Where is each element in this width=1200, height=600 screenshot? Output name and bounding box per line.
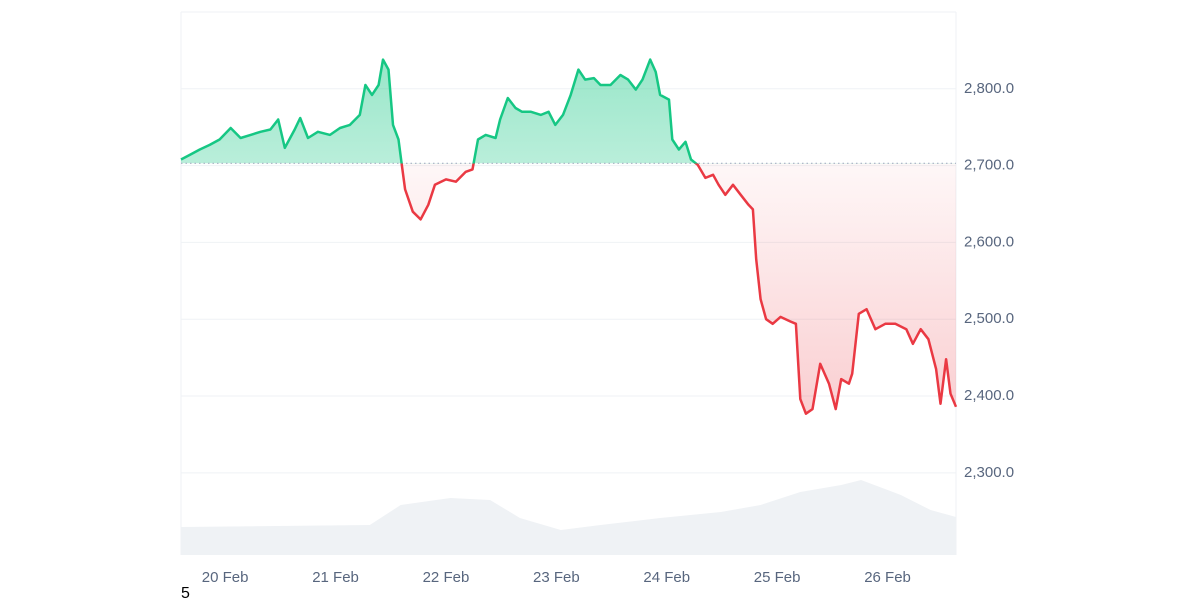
x-tick-label: 20 Feb	[202, 569, 249, 586]
x-tick-label: 25 Feb	[754, 569, 801, 586]
footer-text: 5	[181, 585, 190, 600]
volume-area	[181, 480, 956, 555]
y-tick-label: 2,500.0	[964, 310, 1014, 327]
y-tick-label: 2,600.0	[964, 233, 1014, 250]
x-tick-label: 21 Feb	[312, 569, 359, 586]
y-tick-label: 2,300.0	[964, 464, 1014, 481]
price-area	[181, 59, 956, 414]
y-tick-label: 2,700.0	[964, 157, 1014, 174]
x-tick-label: 22 Feb	[423, 569, 470, 586]
y-tick-label: 2,400.0	[964, 387, 1014, 404]
x-tick-label: 23 Feb	[533, 569, 580, 586]
price-line	[180, 58, 958, 415]
x-tick-label: 26 Feb	[864, 569, 911, 586]
x-tick-label: 24 Feb	[643, 569, 690, 586]
y-tick-label: 2,800.0	[964, 80, 1014, 97]
